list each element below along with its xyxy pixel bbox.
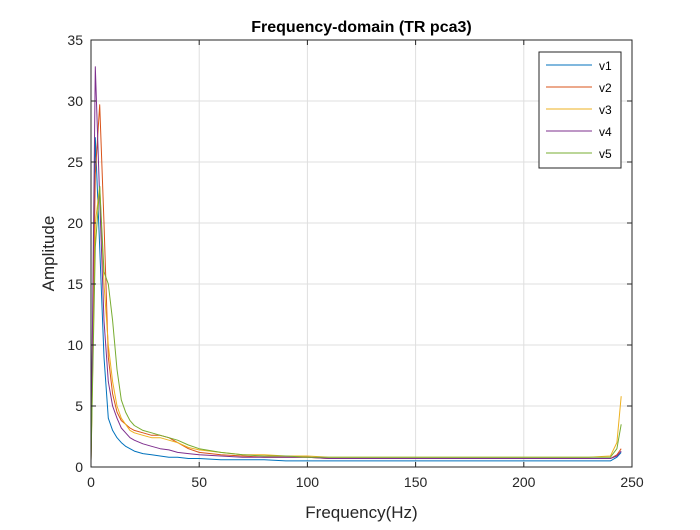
series-line-v4 — [90, 66, 622, 461]
legend-label-v1: v1 — [599, 59, 612, 73]
x-tick-label: 100 — [296, 474, 320, 490]
y-tick-label: 5 — [75, 398, 83, 414]
series-line-v5 — [90, 185, 622, 461]
legend-label-v5: v5 — [599, 147, 612, 161]
legend-label-v3: v3 — [599, 103, 612, 117]
plot-box — [90, 39, 633, 468]
legend: v1 v2 v3 v4 v5 — [538, 51, 622, 169]
x-tick-label: 50 — [191, 474, 207, 490]
y-axis-title: Amplitude — [39, 216, 58, 292]
legend-box — [538, 51, 622, 169]
chart-title: Frequency-domain (TR pca3) — [251, 19, 471, 36]
legend-label-v2: v2 — [599, 81, 612, 95]
y-tick-label: 25 — [67, 154, 83, 170]
x-tick-label: 200 — [512, 474, 536, 490]
y-tick-label: 0 — [75, 459, 83, 475]
x-tick-label: 0 — [87, 474, 95, 490]
ticks: 0 50 100 150 200 250 0 5 10 15 20 25 30 35 — [67, 32, 643, 490]
y-tick-label: 30 — [67, 93, 83, 109]
series-line-v1 — [90, 137, 622, 462]
y-tick-label: 20 — [67, 215, 83, 231]
x-tick-label: 250 — [620, 474, 644, 490]
y-tick-label: 35 — [67, 32, 83, 48]
legend-label-v4: v4 — [599, 125, 612, 139]
x-tick-label: 150 — [404, 474, 428, 490]
y-tick-label: 15 — [67, 276, 83, 292]
x-axis-title: Frequency(Hz) — [305, 503, 417, 522]
series-layer — [90, 66, 622, 462]
y-tick-label: 10 — [67, 337, 83, 353]
